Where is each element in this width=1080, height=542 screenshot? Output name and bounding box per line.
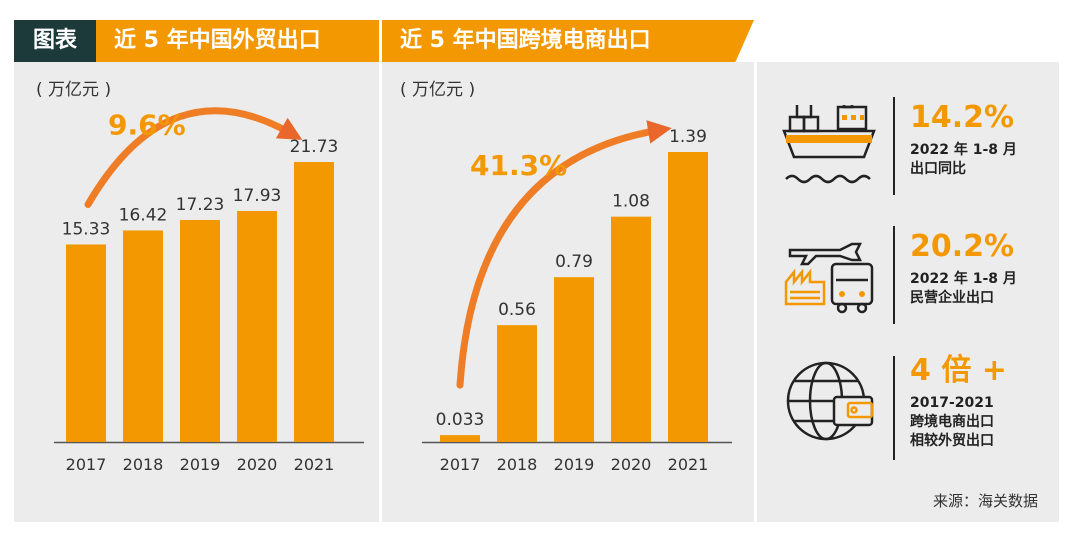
source-note: 来源：海关数据 [932, 492, 1038, 510]
y-axis-label: ( 万亿元 ) [36, 80, 111, 100]
stat-value: 4 倍 + [910, 353, 1007, 388]
separator-line [893, 226, 895, 324]
value-label: 21.73 [290, 137, 339, 157]
globe-wallet-icon [786, 361, 874, 441]
stat-description: 2017-2021 跨境电商出口 相较外贸出口 [910, 395, 994, 449]
value-label: 0.033 [436, 410, 485, 430]
cargo-ship-icon [782, 105, 876, 184]
stat-private-export: 20.2% 2022 年 1-8 月 民营企业出口 [910, 230, 1017, 308]
x-tick-label: 2019 [554, 455, 595, 474]
value-label: 1.08 [612, 192, 650, 212]
bar-2019 [180, 219, 220, 442]
bar-2017 [66, 244, 106, 442]
stat-value: 14.2% [910, 100, 1015, 135]
bar-2021 [668, 152, 708, 442]
bar-2017 [440, 435, 480, 442]
stat-description: 2022 年 1-8 月 民营企业出口 [910, 271, 1017, 306]
value-label: 0.79 [555, 252, 593, 272]
x-tick-label: 2017 [440, 455, 481, 474]
growth-rate-label: 9.6% [108, 108, 186, 141]
value-label: 16.42 [119, 205, 168, 225]
cross-border-ecommerce-chart: ( 万亿元 ) 0.033 2017 0.56 2018 0.79 2019 1.08 2020… [400, 80, 732, 474]
left-chart-title: 近 5 年中国外贸出口 [96, 20, 379, 62]
bar-2020 [237, 210, 277, 442]
x-tick-label: 2018 [497, 455, 538, 474]
x-tick-label: 2021 [668, 455, 709, 474]
separator-line [893, 97, 895, 195]
x-tick-label: 2021 [294, 455, 335, 474]
value-label: 15.33 [62, 219, 111, 239]
stat-description: 2022 年 1-8 月 出口同比 [910, 142, 1017, 177]
plane-truck-factory-icon [784, 242, 874, 314]
x-tick-label: 2020 [237, 455, 278, 474]
x-tick-label: 2020 [611, 455, 652, 474]
bar-2021 [294, 162, 334, 442]
growth-rate-label: 41.3% [470, 149, 567, 182]
value-label: 17.93 [233, 186, 282, 206]
stat-growth-multiple: 4 倍 + 2017-2021 跨境电商出口 相较外贸出口 [910, 354, 1007, 451]
bar-2019 [554, 277, 594, 442]
bar-2020 [611, 216, 651, 442]
x-tick-label: 2018 [123, 455, 164, 474]
separator-line [893, 356, 895, 460]
foreign-trade-export-chart: ( 万亿元 ) 15.33 2017 16.42 2018 17.23 2019 17.93 2… [36, 80, 364, 474]
x-tick-label: 2019 [180, 455, 221, 474]
value-label: 17.23 [176, 195, 225, 215]
bar-2018 [497, 325, 537, 442]
growth-arrow [84, 107, 303, 208]
stat-value: 20.2% [910, 229, 1015, 264]
growth-arrow [456, 120, 672, 389]
x-tick-label: 2017 [66, 455, 107, 474]
value-label: 1.39 [669, 127, 707, 147]
right-chart-title: 近 5 年中国跨境电商出口 [382, 20, 754, 62]
stat-export-yoy: 14.2% 2022 年 1-8 月 出口同比 [910, 101, 1017, 179]
bar-2018 [123, 230, 163, 442]
figure-tag: 图表 [14, 20, 96, 62]
y-axis-label: ( 万亿元 ) [400, 80, 475, 100]
value-label: 0.56 [498, 300, 536, 320]
